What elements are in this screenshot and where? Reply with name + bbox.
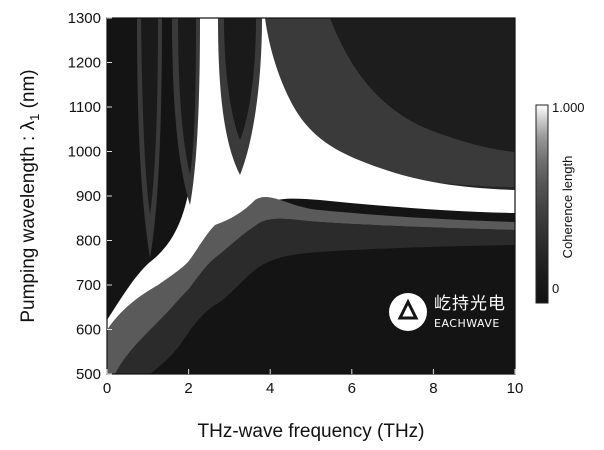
y-axis-label: Pumping wavelength : λ1 (nm): [18, 69, 42, 322]
heatmap-plot-area: [107, 18, 515, 374]
colorbar-max-label: 1.000: [552, 100, 585, 115]
y-tick-label: 500: [76, 366, 101, 383]
y-tick-label: 1300: [68, 10, 101, 27]
y-tick-label: 1100: [69, 99, 101, 116]
x-tick-label: 2: [184, 380, 192, 397]
x-tick-label: 0: [103, 380, 111, 397]
x-tick-label: 10: [507, 380, 524, 397]
colorbar-title: Coherence length: [560, 156, 575, 259]
x-axis-label: THz-wave frequency (THz): [198, 421, 425, 442]
watermark: 屹持光电 EACHWAVE: [434, 294, 506, 330]
y-tick-label: 800: [76, 233, 101, 250]
lower-band-layer-1: [107, 196, 515, 374]
colorbar-min-label: 0: [552, 281, 559, 296]
lobe-2-inner: [178, 18, 196, 175]
upper-band-layer-3: [330, 18, 515, 152]
eachwave-logo-icon: [389, 293, 427, 331]
y-tick-label: 1200: [68, 55, 101, 72]
y-tick-label: 1000: [68, 144, 101, 161]
y-axis-ticks: 500 600 700 800 900 1000 1100 1200 1300: [68, 10, 112, 383]
y-axis-label-unit: (nm): [18, 69, 39, 113]
y-tick-label: 600: [76, 322, 101, 339]
watermark-en: EACHWAVE: [434, 317, 500, 330]
y-axis-label-subscript: 1: [27, 114, 42, 121]
colorbar: [535, 104, 549, 304]
lobe-3-inner: [224, 18, 256, 140]
lower-band-layer-2: [115, 218, 515, 374]
x-tick-label: 4: [266, 380, 274, 397]
watermark-cn: 屹持光电: [434, 294, 506, 314]
lobe-1-inner: [141, 18, 158, 215]
x-tick-label: 8: [429, 380, 437, 397]
x-axis-ticks: 0 2 4 6 8 10: [103, 369, 524, 397]
y-tick-label: 700: [76, 277, 101, 294]
y-tick-label: 900: [76, 188, 101, 205]
x-tick-label: 6: [348, 380, 356, 397]
white-band: [107, 18, 515, 372]
y-axis-label-main: Pumping wavelength : λ: [18, 120, 39, 322]
